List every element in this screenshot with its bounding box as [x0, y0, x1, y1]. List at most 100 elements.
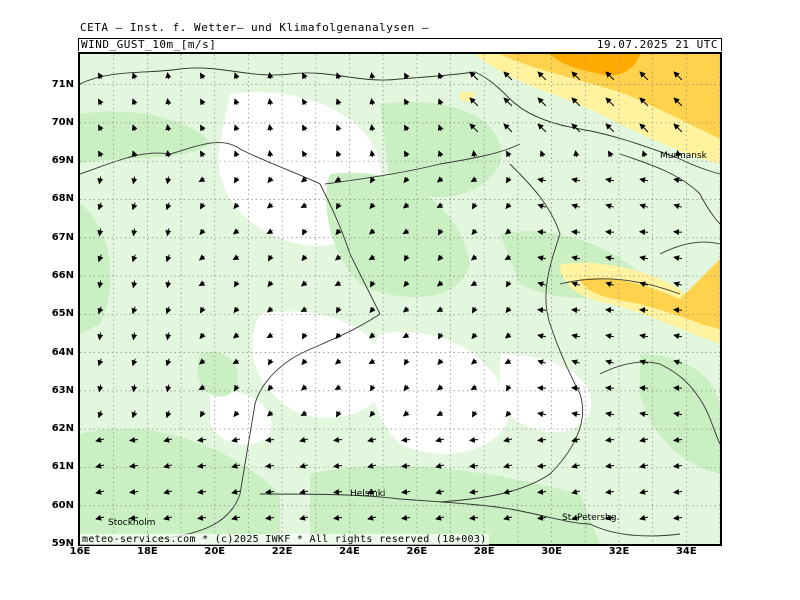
- city-st-petersburg: St. Petersbg.: [562, 513, 620, 523]
- wind-arrow: [334, 384, 342, 390]
- wind-arrow: [131, 176, 138, 185]
- lat-label: 62N: [51, 423, 74, 435]
- wind-arrow: [537, 229, 547, 236]
- wind-arrow: [470, 176, 478, 182]
- wind-arrow: [232, 254, 240, 260]
- wind-arrow: [198, 384, 206, 390]
- wind-arrow: [673, 123, 683, 133]
- lon-label: 28E: [473, 546, 495, 557]
- wind-arrow: [537, 359, 546, 366]
- wind-arrow: [302, 332, 308, 340]
- gust-shading: [80, 54, 720, 544]
- wind-arrow: [471, 332, 478, 340]
- map-panel: [78, 52, 722, 546]
- wind-arrow: [200, 150, 206, 158]
- wind-arrow: [503, 97, 513, 107]
- wind-arrow: [231, 462, 241, 469]
- wind-arrow: [675, 150, 682, 158]
- wind-arrow: [605, 411, 615, 418]
- wind-arrow: [537, 97, 547, 107]
- wind-arrow: [471, 228, 478, 236]
- wind-arrow: [97, 202, 104, 211]
- wind-arrow: [435, 488, 445, 495]
- wind-arrow: [605, 333, 615, 340]
- wind-arrow: [199, 228, 206, 236]
- wind-arrow: [233, 306, 240, 314]
- wind-arrow: [639, 488, 649, 495]
- wind-arrow: [470, 358, 478, 365]
- wind-arrow: [673, 385, 683, 392]
- wind-arrow: [97, 228, 104, 237]
- wind-arrow: [302, 72, 308, 80]
- wind-arrow: [539, 150, 546, 157]
- wind-arrow: [504, 228, 512, 235]
- wind-arrow: [267, 124, 274, 132]
- wind-arrow: [506, 280, 512, 288]
- wind-arrow: [437, 98, 444, 105]
- wind-arrow: [367, 488, 377, 495]
- wind-arrow: [673, 255, 683, 262]
- wind-arrow: [200, 410, 206, 418]
- wind-arrow: [438, 228, 444, 236]
- wind-arrow: [404, 254, 410, 262]
- wind-arrow: [163, 514, 173, 521]
- wind-arrow: [367, 436, 377, 443]
- wind-arrow: [571, 462, 581, 469]
- lat-label: 68N: [51, 193, 74, 205]
- wind-arrow: [537, 385, 547, 392]
- wind-arrow: [368, 228, 376, 235]
- wind-arrow: [131, 332, 138, 341]
- wind-arrow: [165, 124, 172, 132]
- wind-arrow: [435, 436, 445, 443]
- wind-arrow: [504, 358, 512, 364]
- wind-arrow: [436, 176, 444, 183]
- wind-arrow: [95, 462, 105, 469]
- lat-label: 61N: [51, 461, 74, 473]
- wind-arrow: [537, 281, 546, 288]
- wind-arrow: [131, 384, 138, 393]
- wind-arrow: [605, 385, 615, 392]
- wind-gust-map: [80, 54, 720, 544]
- lon-label: 30E: [541, 546, 562, 557]
- wind-arrow: [436, 384, 444, 391]
- wind-arrow: [300, 176, 308, 183]
- wind-arrow: [673, 229, 683, 236]
- wind-arrow: [537, 71, 547, 81]
- wind-arrow: [336, 202, 342, 210]
- wind-arrow: [673, 177, 683, 184]
- wind-arrow: [437, 72, 444, 79]
- wind-arrow: [472, 410, 478, 418]
- wind-arrow: [503, 514, 513, 521]
- wind-arrow: [469, 462, 479, 469]
- wind-arrow: [368, 332, 376, 339]
- wind-arrow: [97, 332, 104, 341]
- lon-label: 26E: [406, 546, 428, 557]
- wind-arrow: [605, 281, 614, 288]
- lon-label: 32E: [608, 546, 630, 557]
- wind-arrow: [163, 488, 173, 495]
- wind-arrow: [505, 410, 512, 418]
- wind-arrow: [470, 384, 478, 390]
- wind-arrow: [369, 410, 376, 418]
- wind-arrow: [503, 436, 513, 443]
- wind-arrow: [537, 307, 547, 314]
- wind-arrow: [608, 150, 614, 158]
- wind-arrow: [401, 488, 411, 495]
- wind-arrow: [197, 436, 207, 443]
- wind-arrow: [129, 436, 139, 443]
- wind-arrow: [639, 307, 649, 314]
- wind-arrow: [605, 462, 615, 469]
- wind-arrow: [437, 254, 444, 262]
- parameter-label: WIND_GUST_10m_[m/s]: [81, 38, 217, 51]
- wind-arrow: [267, 384, 274, 392]
- lat-label: 67N: [51, 231, 74, 243]
- wind-arrow: [200, 306, 206, 314]
- wind-arrow: [334, 254, 342, 261]
- wind-arrow: [639, 97, 649, 107]
- wind-arrow: [537, 123, 547, 133]
- footer-credit: meteo-services.com * (c)2025 IWKF * All …: [80, 534, 489, 545]
- wind-arrow: [231, 436, 241, 443]
- wind-arrow: [436, 280, 444, 287]
- wind-arrow: [163, 436, 173, 443]
- wind-arrows: [95, 71, 683, 521]
